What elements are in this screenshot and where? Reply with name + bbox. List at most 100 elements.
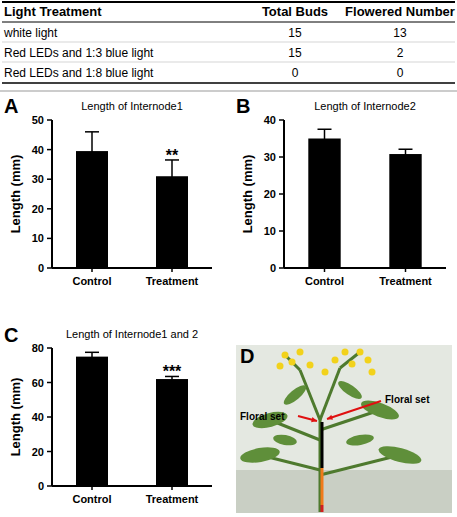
y-tick xyxy=(47,382,52,384)
y-tick xyxy=(279,267,284,269)
significance: *** xyxy=(163,363,182,380)
flower xyxy=(297,349,304,356)
y-tick xyxy=(47,267,52,269)
table-cell: Red LEDs and 1:8 blue light xyxy=(4,66,154,80)
bar-chart: CLength of Internode1 and 2Length (mm)02… xyxy=(4,324,212,505)
y-tick-label: 20 xyxy=(32,203,44,215)
bar-chart: BLength of Internode2Length (mm)01020304… xyxy=(236,95,446,287)
y-tick-label: 60 xyxy=(32,377,44,389)
error-bar-cap xyxy=(399,148,413,150)
error-bar-cap xyxy=(85,352,99,354)
y-tick-label: 10 xyxy=(32,232,44,244)
table-header: Total Buds xyxy=(262,4,328,19)
table-rule xyxy=(2,1,455,3)
error-bar-line xyxy=(405,149,407,159)
y-tick-label: 0 xyxy=(270,262,276,274)
error-bar-line xyxy=(91,132,93,170)
flower xyxy=(365,357,372,364)
y-tick-label: 30 xyxy=(264,151,276,163)
x-tick xyxy=(91,268,93,272)
x-tick xyxy=(91,486,93,490)
y-tick-label: 0 xyxy=(38,480,44,492)
table-cell: 0 xyxy=(292,66,299,80)
y-tick xyxy=(47,238,52,240)
x-tick xyxy=(171,486,173,490)
table-cell: white light xyxy=(3,26,58,40)
x-tick-label: Treatment xyxy=(146,493,199,505)
y-tick-label: 40 xyxy=(32,144,44,156)
separator xyxy=(0,91,457,92)
ruler-red xyxy=(321,505,324,512)
x-tick xyxy=(171,268,173,272)
x-tick-label: Control xyxy=(72,493,111,505)
error-bar xyxy=(165,160,179,193)
y-tick xyxy=(47,347,52,349)
table: Light Treatment Total Buds Flowered Number… xyxy=(2,2,455,83)
y-tick xyxy=(47,485,52,487)
photo: D Floral set Floral set xyxy=(236,345,452,513)
table-cell: 13 xyxy=(393,26,407,40)
bars xyxy=(308,129,421,268)
y-tick xyxy=(47,451,52,453)
y-tick xyxy=(279,119,284,121)
leaf xyxy=(345,433,374,448)
bar xyxy=(156,379,188,486)
photo-ground xyxy=(236,470,452,513)
x-tick xyxy=(324,268,326,272)
error-bar-cap xyxy=(85,131,99,133)
leaf xyxy=(239,445,281,466)
significance: ** xyxy=(166,147,179,164)
error-bar-line xyxy=(91,352,93,361)
x-axis xyxy=(52,485,212,487)
arrow-head xyxy=(311,417,317,422)
flower xyxy=(342,349,349,356)
y-tick-label: 20 xyxy=(32,446,44,458)
bars xyxy=(76,352,188,486)
y-tick xyxy=(279,193,284,195)
y-tick-label: 40 xyxy=(32,411,44,423)
y-tick-label: 10 xyxy=(264,225,276,237)
table-cell: 2 xyxy=(397,46,404,60)
y-axis xyxy=(51,120,53,268)
error-bar xyxy=(85,352,99,361)
table-cell: Red LEDs and 1:3 blue light xyxy=(4,46,154,60)
leaf xyxy=(377,443,423,468)
y-tick xyxy=(279,230,284,232)
axis-title: Length (mm) xyxy=(8,378,23,457)
bars xyxy=(76,132,188,268)
flower xyxy=(369,369,376,376)
leaf xyxy=(336,378,365,402)
chart-title: Length of Internode1 and 2 xyxy=(66,328,198,340)
y-tick-label: 20 xyxy=(264,188,276,200)
x-tick-label: Control xyxy=(305,275,344,287)
x-tick xyxy=(405,268,407,272)
chart-title: Length of Internode1 xyxy=(81,100,183,112)
table-header: Light Treatment xyxy=(4,4,102,19)
table-header: Flowered Number xyxy=(345,4,455,19)
y-tick-label: 0 xyxy=(38,262,44,274)
leaf xyxy=(272,433,297,447)
table-cell: 15 xyxy=(288,46,302,60)
bar-chart: ALength of Internode1Length (mm)01020304… xyxy=(4,95,212,287)
arrow xyxy=(327,401,381,419)
table-rule xyxy=(2,22,455,23)
flower xyxy=(349,361,356,368)
ruler-orange xyxy=(321,468,324,505)
x-tick-label: Treatment xyxy=(146,275,199,287)
panel-letter: B xyxy=(236,95,250,117)
panel-letter: D xyxy=(240,345,254,367)
bar xyxy=(308,139,340,269)
x-tick-label: Control xyxy=(72,275,111,287)
y-tick xyxy=(47,208,52,210)
error-bar xyxy=(399,149,413,159)
stem xyxy=(320,368,340,420)
y-tick xyxy=(47,149,52,151)
error-bar-cap xyxy=(318,129,332,131)
flower xyxy=(289,359,296,366)
y-tick xyxy=(279,156,284,158)
table-rule xyxy=(2,62,455,63)
chart-title: Length of Internode2 xyxy=(314,100,416,112)
photo-label: Floral set xyxy=(240,411,285,422)
flower xyxy=(357,349,364,356)
photo-label: Floral set xyxy=(385,394,430,405)
